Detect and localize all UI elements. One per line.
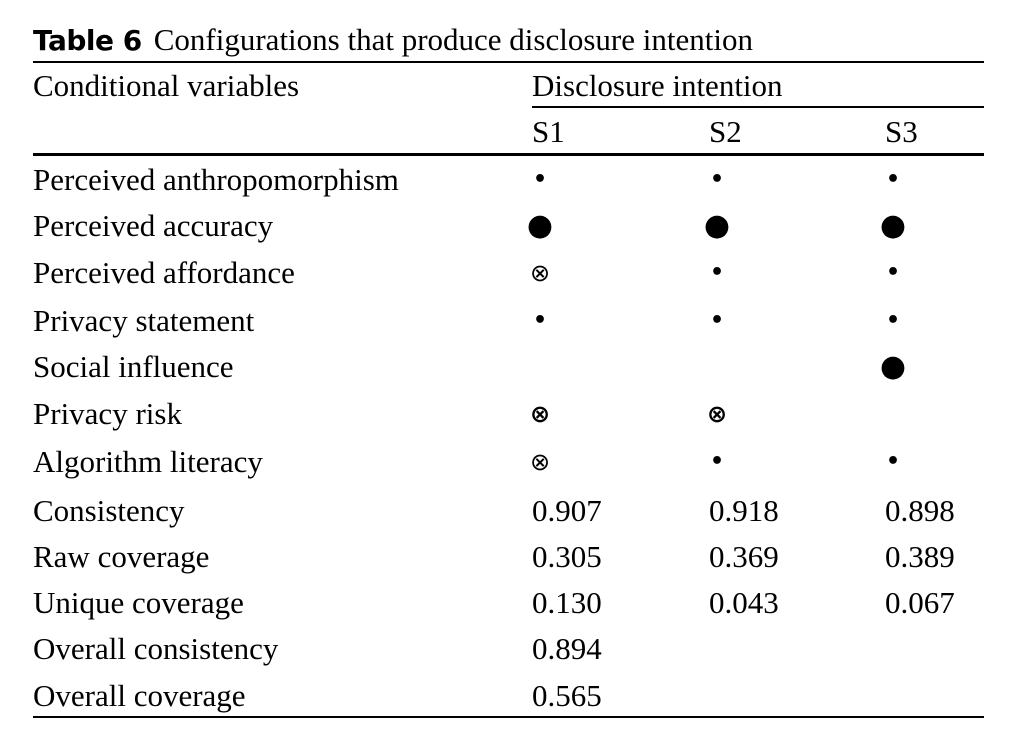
- value-cell-s1: 0.565: [532, 678, 602, 713]
- row-label: Consistency: [33, 493, 185, 528]
- header-rule: [33, 153, 984, 156]
- value-cell-s2: 0.043: [709, 585, 779, 620]
- small-crossed-circle-icon: ⊗: [529, 259, 551, 287]
- header-s1: S1: [532, 114, 565, 149]
- value-cell-s1: 0.907: [532, 493, 602, 528]
- table-row: Perceived affordance ⊗ • •: [0, 253, 1010, 299]
- header-s3: S3: [885, 114, 918, 149]
- table-row: Overall consistency 0.894: [0, 629, 1010, 675]
- large-crossed-circle-icon: ⊗: [706, 400, 728, 428]
- table-row: Perceived accuracy ● ● ●: [0, 206, 1010, 252]
- small-dot-icon: •: [709, 308, 725, 333]
- bottom-rule: [33, 716, 984, 718]
- small-dot-icon: •: [709, 167, 725, 192]
- table-row: Overall coverage 0.565: [0, 676, 1010, 722]
- value-cell-s2: 0.918: [709, 493, 779, 528]
- value-cell-s1: 0.894: [532, 631, 602, 666]
- small-dot-icon: •: [885, 260, 901, 285]
- large-crossed-circle-icon: ⊗: [529, 400, 551, 428]
- row-label: Privacy risk: [33, 396, 182, 431]
- small-dot-icon: •: [885, 308, 901, 333]
- small-crossed-circle-icon: ⊗: [529, 448, 551, 476]
- small-dot-icon: •: [532, 167, 548, 192]
- row-label: Privacy statement: [33, 303, 255, 338]
- table-row: Privacy risk ⊗ ⊗: [0, 394, 1010, 440]
- table-number: Table 6: [33, 24, 142, 57]
- table-row: Algorithm literacy ⊗ • •: [0, 442, 1010, 488]
- row-label: Overall consistency: [33, 631, 279, 666]
- large-dot-icon: ●: [879, 208, 907, 243]
- table-row: Raw coverage 0.305 0.369 0.389: [0, 537, 1010, 583]
- table-row: Social influence ●: [0, 347, 1010, 393]
- value-cell-s2: 0.369: [709, 539, 779, 574]
- small-dot-icon: •: [709, 260, 725, 285]
- large-dot-icon: ●: [703, 208, 731, 243]
- small-dot-icon: •: [532, 308, 548, 333]
- large-dot-icon: ●: [879, 349, 907, 384]
- value-cell-s3: 0.067: [885, 585, 955, 620]
- value-cell-s1: 0.130: [532, 585, 602, 620]
- value-cell-s3: 0.389: [885, 539, 955, 574]
- table-row: Consistency 0.907 0.918 0.898: [0, 491, 1010, 537]
- row-label: Algorithm literacy: [33, 444, 263, 479]
- large-dot-icon: ●: [526, 208, 554, 243]
- row-label: Perceived anthropomorphism: [33, 162, 399, 197]
- row-label: Overall coverage: [33, 678, 246, 713]
- value-cell-s3: 0.898: [885, 493, 955, 528]
- table-title: Configurations that produce disclosure i…: [153, 22, 753, 57]
- small-dot-icon: •: [709, 449, 725, 474]
- row-label: Perceived affordance: [33, 255, 295, 290]
- row-label: Unique coverage: [33, 585, 244, 620]
- header-conditional-variables: Conditional variables: [33, 68, 300, 103]
- value-cell-s1: 0.305: [532, 539, 602, 574]
- small-dot-icon: •: [885, 167, 901, 192]
- table-caption: Table 6 Configurations that produce discl…: [33, 20, 753, 61]
- header-s2: S2: [709, 114, 742, 149]
- row-label: Raw coverage: [33, 539, 210, 574]
- table-row: Privacy statement • • •: [0, 301, 1010, 347]
- small-dot-icon: •: [885, 449, 901, 474]
- table-row: Unique coverage 0.130 0.043 0.067: [0, 583, 1010, 629]
- top-rule: [33, 61, 984, 63]
- header-disclosure-intention: Disclosure intention: [532, 68, 783, 103]
- row-label: Perceived accuracy: [33, 208, 274, 243]
- row-label: Social influence: [33, 349, 234, 384]
- outcome-rule: [532, 106, 984, 108]
- table-row: Perceived anthropomorphism • • •: [0, 160, 1010, 206]
